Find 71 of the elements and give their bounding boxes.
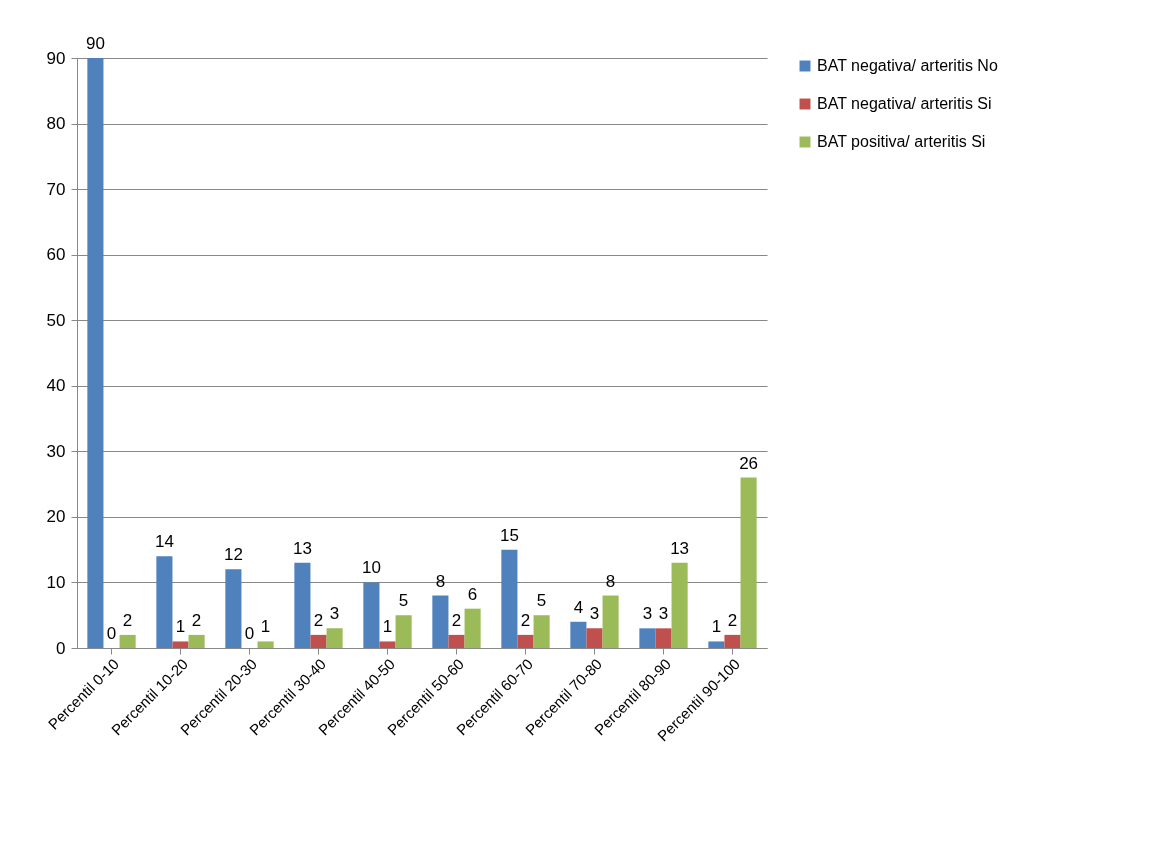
bar <box>225 569 242 648</box>
data-label: 0 <box>244 624 255 643</box>
bar <box>310 634 327 648</box>
bar <box>363 582 380 648</box>
data-label: 1 <box>175 617 186 637</box>
y-tick-label: 90 <box>46 48 66 68</box>
bar <box>533 615 550 648</box>
bar <box>708 641 725 648</box>
data-label: 2 <box>451 610 462 630</box>
data-label: 3 <box>589 604 600 624</box>
legend-label: BAT negativa/ arteritis Si <box>817 95 992 112</box>
data-label: 90 <box>85 34 105 53</box>
legend-label: BAT negativa/ arteritis No <box>817 57 998 74</box>
legend-label: BAT positiva/ arteritis Si <box>817 133 986 150</box>
data-label: 2 <box>191 610 202 630</box>
bar <box>395 615 412 648</box>
data-label: 2 <box>122 610 133 630</box>
bar <box>448 634 465 648</box>
y-tick-label: 10 <box>46 572 66 592</box>
data-label: 2 <box>727 610 738 630</box>
data-label: 0 <box>106 624 117 643</box>
y-tick-label: 70 <box>46 179 66 199</box>
bar <box>602 595 619 648</box>
bar <box>639 628 656 648</box>
data-label: 15 <box>499 525 519 545</box>
bar <box>294 562 311 648</box>
bar <box>188 634 205 648</box>
data-label: 13 <box>292 538 312 558</box>
bar <box>432 595 449 648</box>
data-label: 4 <box>573 597 584 617</box>
bar <box>87 58 104 648</box>
bar <box>724 634 741 648</box>
bar <box>119 634 136 648</box>
y-tick-label: 40 <box>46 376 66 396</box>
data-label: 1 <box>260 617 271 637</box>
bar <box>517 634 534 648</box>
bar <box>586 628 603 648</box>
data-label: 10 <box>361 558 381 578</box>
bar <box>740 477 757 648</box>
data-label: 8 <box>435 571 446 591</box>
data-label: 13 <box>670 538 690 558</box>
y-tick-label: 60 <box>46 245 66 265</box>
bar <box>172 641 189 648</box>
data-label: 14 <box>154 532 174 552</box>
data-label: 8 <box>605 571 616 591</box>
data-label: 3 <box>658 604 669 624</box>
data-label: 1 <box>382 617 393 637</box>
data-label: 2 <box>520 610 531 630</box>
data-label: 1 <box>711 617 722 637</box>
bar <box>570 621 587 648</box>
data-label: 5 <box>536 591 547 611</box>
data-label: 3 <box>642 604 653 624</box>
bar <box>501 549 518 648</box>
y-tick-label: 0 <box>56 638 66 658</box>
y-tick-label: 50 <box>46 310 66 330</box>
y-tick-label: 30 <box>46 441 66 461</box>
data-label: 3 <box>329 604 340 624</box>
bar <box>326 628 343 648</box>
bar <box>257 641 274 648</box>
bar <box>655 628 672 648</box>
data-label: 2 <box>313 610 324 630</box>
bar <box>156 556 173 648</box>
y-tick-label: 80 <box>46 114 66 134</box>
bar <box>464 608 481 648</box>
data-label: 12 <box>223 545 243 565</box>
data-label: 6 <box>467 584 478 604</box>
bar <box>379 641 396 648</box>
data-label: 5 <box>398 591 409 611</box>
bar <box>671 562 688 648</box>
y-tick-label: 20 <box>46 507 66 527</box>
data-label: 26 <box>739 453 759 473</box>
